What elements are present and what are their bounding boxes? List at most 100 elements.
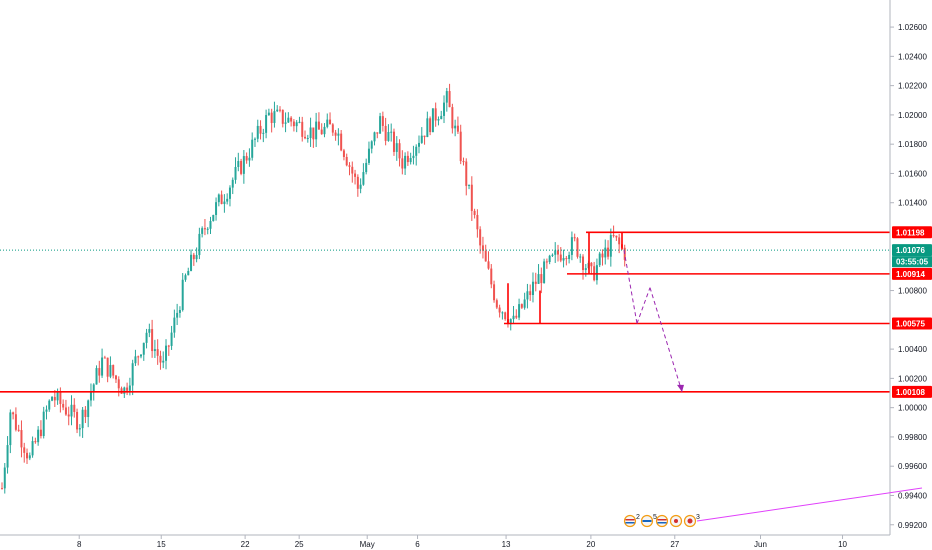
candle-body bbox=[451, 107, 454, 129]
candle-body bbox=[53, 396, 56, 401]
candle-body bbox=[145, 332, 148, 343]
x-tick-label: 22 bbox=[241, 540, 250, 549]
candle-body bbox=[23, 447, 26, 453]
y-tick-label: 1.02000 bbox=[898, 111, 927, 120]
candle-body bbox=[106, 357, 109, 377]
economic-events[interactable]: 2 5 3 bbox=[623, 514, 701, 528]
projection-layer bbox=[623, 250, 684, 392]
candle-body bbox=[298, 121, 301, 123]
candle-body bbox=[504, 312, 507, 320]
candle-body bbox=[554, 250, 557, 255]
candle-body bbox=[395, 143, 398, 152]
candle-body bbox=[582, 256, 585, 270]
time-axis[interactable]: 8 15 22 25 May 6 13 20 27 Jun 10 bbox=[77, 535, 848, 549]
candle-body bbox=[245, 156, 248, 161]
x-tick-label: 8 bbox=[77, 540, 82, 549]
candle-body bbox=[45, 409, 48, 412]
candle-body bbox=[595, 265, 598, 281]
countdown-tag-bg bbox=[892, 256, 932, 268]
candle-body bbox=[31, 441, 34, 456]
candle-body bbox=[262, 132, 265, 134]
candle-body bbox=[176, 312, 179, 318]
candle-body bbox=[412, 155, 415, 159]
candle-body bbox=[212, 214, 215, 222]
candle-body bbox=[103, 357, 106, 359]
candle-body bbox=[51, 396, 54, 401]
candle-body bbox=[367, 148, 370, 163]
candle-body bbox=[548, 255, 551, 263]
flag-us-2-stripe-red bbox=[657, 519, 667, 521]
candle-body bbox=[568, 254, 571, 260]
candle-body bbox=[62, 403, 65, 408]
candle-body bbox=[281, 109, 284, 124]
candle-body bbox=[156, 349, 159, 356]
candle-body bbox=[404, 155, 407, 169]
candle-body bbox=[20, 430, 23, 448]
candle-body bbox=[465, 161, 468, 186]
price-tag-1-01198-bg bbox=[892, 226, 932, 239]
candle-body bbox=[479, 229, 482, 246]
candle-body bbox=[312, 127, 315, 140]
x-tick-label: May bbox=[360, 540, 375, 549]
candle-body bbox=[598, 253, 601, 266]
trendline[interactable] bbox=[696, 487, 923, 522]
candle-body bbox=[387, 132, 390, 141]
price-axis[interactable]: 1.02600 1.02400 1.02200 1.02000 1.01800 1.016… bbox=[890, 23, 927, 530]
flag-us-icon-2[interactable] bbox=[655, 514, 669, 528]
candle-body bbox=[34, 441, 37, 443]
candle-body bbox=[612, 235, 615, 237]
countdown-timer: 03:55:05 bbox=[896, 258, 929, 267]
flag-ca-mark bbox=[674, 519, 678, 523]
candle-body bbox=[220, 194, 223, 205]
candle-body bbox=[445, 91, 448, 103]
candle-body bbox=[331, 124, 334, 133]
y-tick-label: 1.00400 bbox=[898, 345, 927, 354]
candle-body bbox=[228, 187, 231, 199]
candle-body bbox=[128, 385, 131, 391]
candle-body bbox=[373, 132, 376, 142]
candle-body bbox=[56, 391, 59, 401]
candle-body bbox=[459, 131, 462, 162]
x-tick-label: Jun bbox=[754, 540, 767, 549]
y-tick-label: 1.02200 bbox=[898, 82, 927, 91]
candle-body bbox=[409, 158, 412, 163]
candle-body bbox=[151, 329, 154, 352]
candle-body bbox=[267, 112, 270, 116]
candle-body bbox=[354, 173, 357, 177]
candle-body bbox=[76, 411, 79, 430]
candle-body bbox=[348, 165, 351, 167]
candle-body bbox=[292, 121, 295, 127]
candle-body bbox=[70, 404, 73, 417]
candle-body bbox=[462, 161, 465, 163]
candle-body bbox=[137, 356, 140, 358]
flag-ch-mark bbox=[687, 518, 693, 524]
candle-body bbox=[301, 121, 304, 137]
candle-body bbox=[265, 115, 268, 133]
candle-body bbox=[81, 409, 84, 429]
levels-layer bbox=[0, 231, 890, 393]
candle-body bbox=[287, 117, 290, 123]
candle-body bbox=[64, 407, 67, 415]
flag-us-icon[interactable] bbox=[623, 514, 637, 528]
y-tick-label: 1.01600 bbox=[898, 169, 927, 178]
candle-body bbox=[253, 138, 256, 140]
candle-body bbox=[557, 250, 559, 255]
candle-body bbox=[9, 412, 12, 446]
candle-body bbox=[434, 108, 437, 121]
candle-body bbox=[468, 184, 471, 186]
candle-body bbox=[381, 116, 384, 126]
candle-body bbox=[390, 131, 393, 133]
price-tag-1-00575: 1.00575 bbox=[896, 319, 925, 328]
candle-body bbox=[315, 121, 318, 140]
candle-body bbox=[515, 315, 518, 318]
candle-body bbox=[131, 363, 134, 386]
candle-body bbox=[523, 299, 526, 308]
candle-body bbox=[181, 279, 184, 310]
candle-body bbox=[487, 261, 490, 269]
candle-body bbox=[345, 156, 348, 166]
candle-body bbox=[406, 155, 409, 163]
candle-body bbox=[153, 349, 156, 352]
candle-body bbox=[142, 342, 145, 355]
candle-body bbox=[495, 300, 498, 308]
